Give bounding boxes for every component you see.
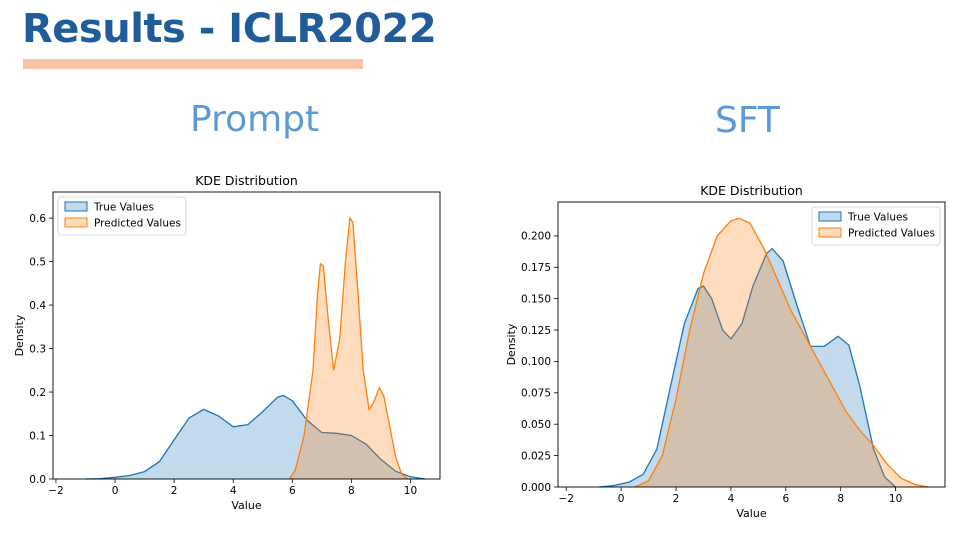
y-tick-label: 0.125 xyxy=(521,325,551,337)
y-tick-label: 0.3 xyxy=(29,343,46,355)
y-tick-label: 0.050 xyxy=(521,419,551,431)
y-axis-label: Density xyxy=(13,314,26,356)
x-tick-label: 6 xyxy=(782,493,789,505)
y-tick-label: 0.1 xyxy=(29,430,46,442)
series-line-true xyxy=(85,394,426,480)
legend-label: True Values xyxy=(93,202,154,214)
x-tick-label: 6 xyxy=(289,485,296,497)
x-tick-label: 8 xyxy=(837,493,844,505)
x-tick-label: −2 xyxy=(48,485,63,497)
y-tick-label: 0.2 xyxy=(29,387,46,399)
legend: True Values Predicted Values xyxy=(811,206,941,246)
y-tick-label: 0.150 xyxy=(521,293,551,305)
x-tick-label: 0 xyxy=(618,493,625,505)
legend-label: Predicted Values xyxy=(94,218,181,230)
y-tick-label: 0.6 xyxy=(29,213,46,225)
legend-box xyxy=(811,206,941,246)
panel-label-sft: SFT xyxy=(715,100,780,141)
y-tick-label: 0.0 xyxy=(29,474,46,486)
legend-swatch xyxy=(818,227,842,238)
x-tick-label: 10 xyxy=(889,493,902,505)
x-tick-label: 10 xyxy=(404,485,417,497)
x-axis-label: Value xyxy=(231,499,261,512)
plot-frame xyxy=(52,191,441,480)
series-area-predicted xyxy=(634,218,929,488)
x-axis-label: Value xyxy=(736,507,766,520)
slide-title: Results - ICLR2022 xyxy=(22,6,437,52)
series-line-predicted xyxy=(634,217,929,488)
legend-swatch xyxy=(818,211,842,222)
series-area-true xyxy=(85,395,426,479)
chart-title: KDE Distribution xyxy=(700,183,803,198)
y-axis-label: Density xyxy=(505,323,518,365)
x-tick-label: 8 xyxy=(348,485,355,497)
y-tick-label: 0.025 xyxy=(521,450,551,462)
x-tick-label: 4 xyxy=(230,485,237,497)
x-tick-label: 0 xyxy=(112,485,119,497)
x-tick-label: −2 xyxy=(558,493,573,505)
series-area-true xyxy=(599,248,896,487)
x-tick-label: 4 xyxy=(728,493,735,505)
y-tick-label: 0.200 xyxy=(521,231,551,243)
series-line-true xyxy=(599,247,897,488)
chart-title: KDE Distribution xyxy=(195,173,298,188)
legend: True Values Predicted Values xyxy=(57,196,187,236)
y-tick-label: 0.075 xyxy=(521,388,551,400)
legend-swatch xyxy=(64,217,88,228)
legend-label: Predicted Values xyxy=(848,228,935,240)
plot-frame xyxy=(557,201,946,488)
x-tick-label: 2 xyxy=(673,493,680,505)
y-tick-label: 0.5 xyxy=(29,256,46,268)
y-tick-label: 0.175 xyxy=(521,262,551,274)
y-tick-label: 0.4 xyxy=(29,300,46,312)
series-line-predicted xyxy=(288,216,408,480)
legend-box xyxy=(57,196,187,236)
title-underline xyxy=(23,59,363,69)
y-tick-label: 0.000 xyxy=(521,482,551,494)
legend-label: True Values xyxy=(847,212,908,224)
y-tick-label: 0.100 xyxy=(521,356,551,368)
x-tick-label: 2 xyxy=(171,485,178,497)
panel-label-prompt: Prompt xyxy=(190,99,320,140)
legend-swatch xyxy=(64,201,88,212)
